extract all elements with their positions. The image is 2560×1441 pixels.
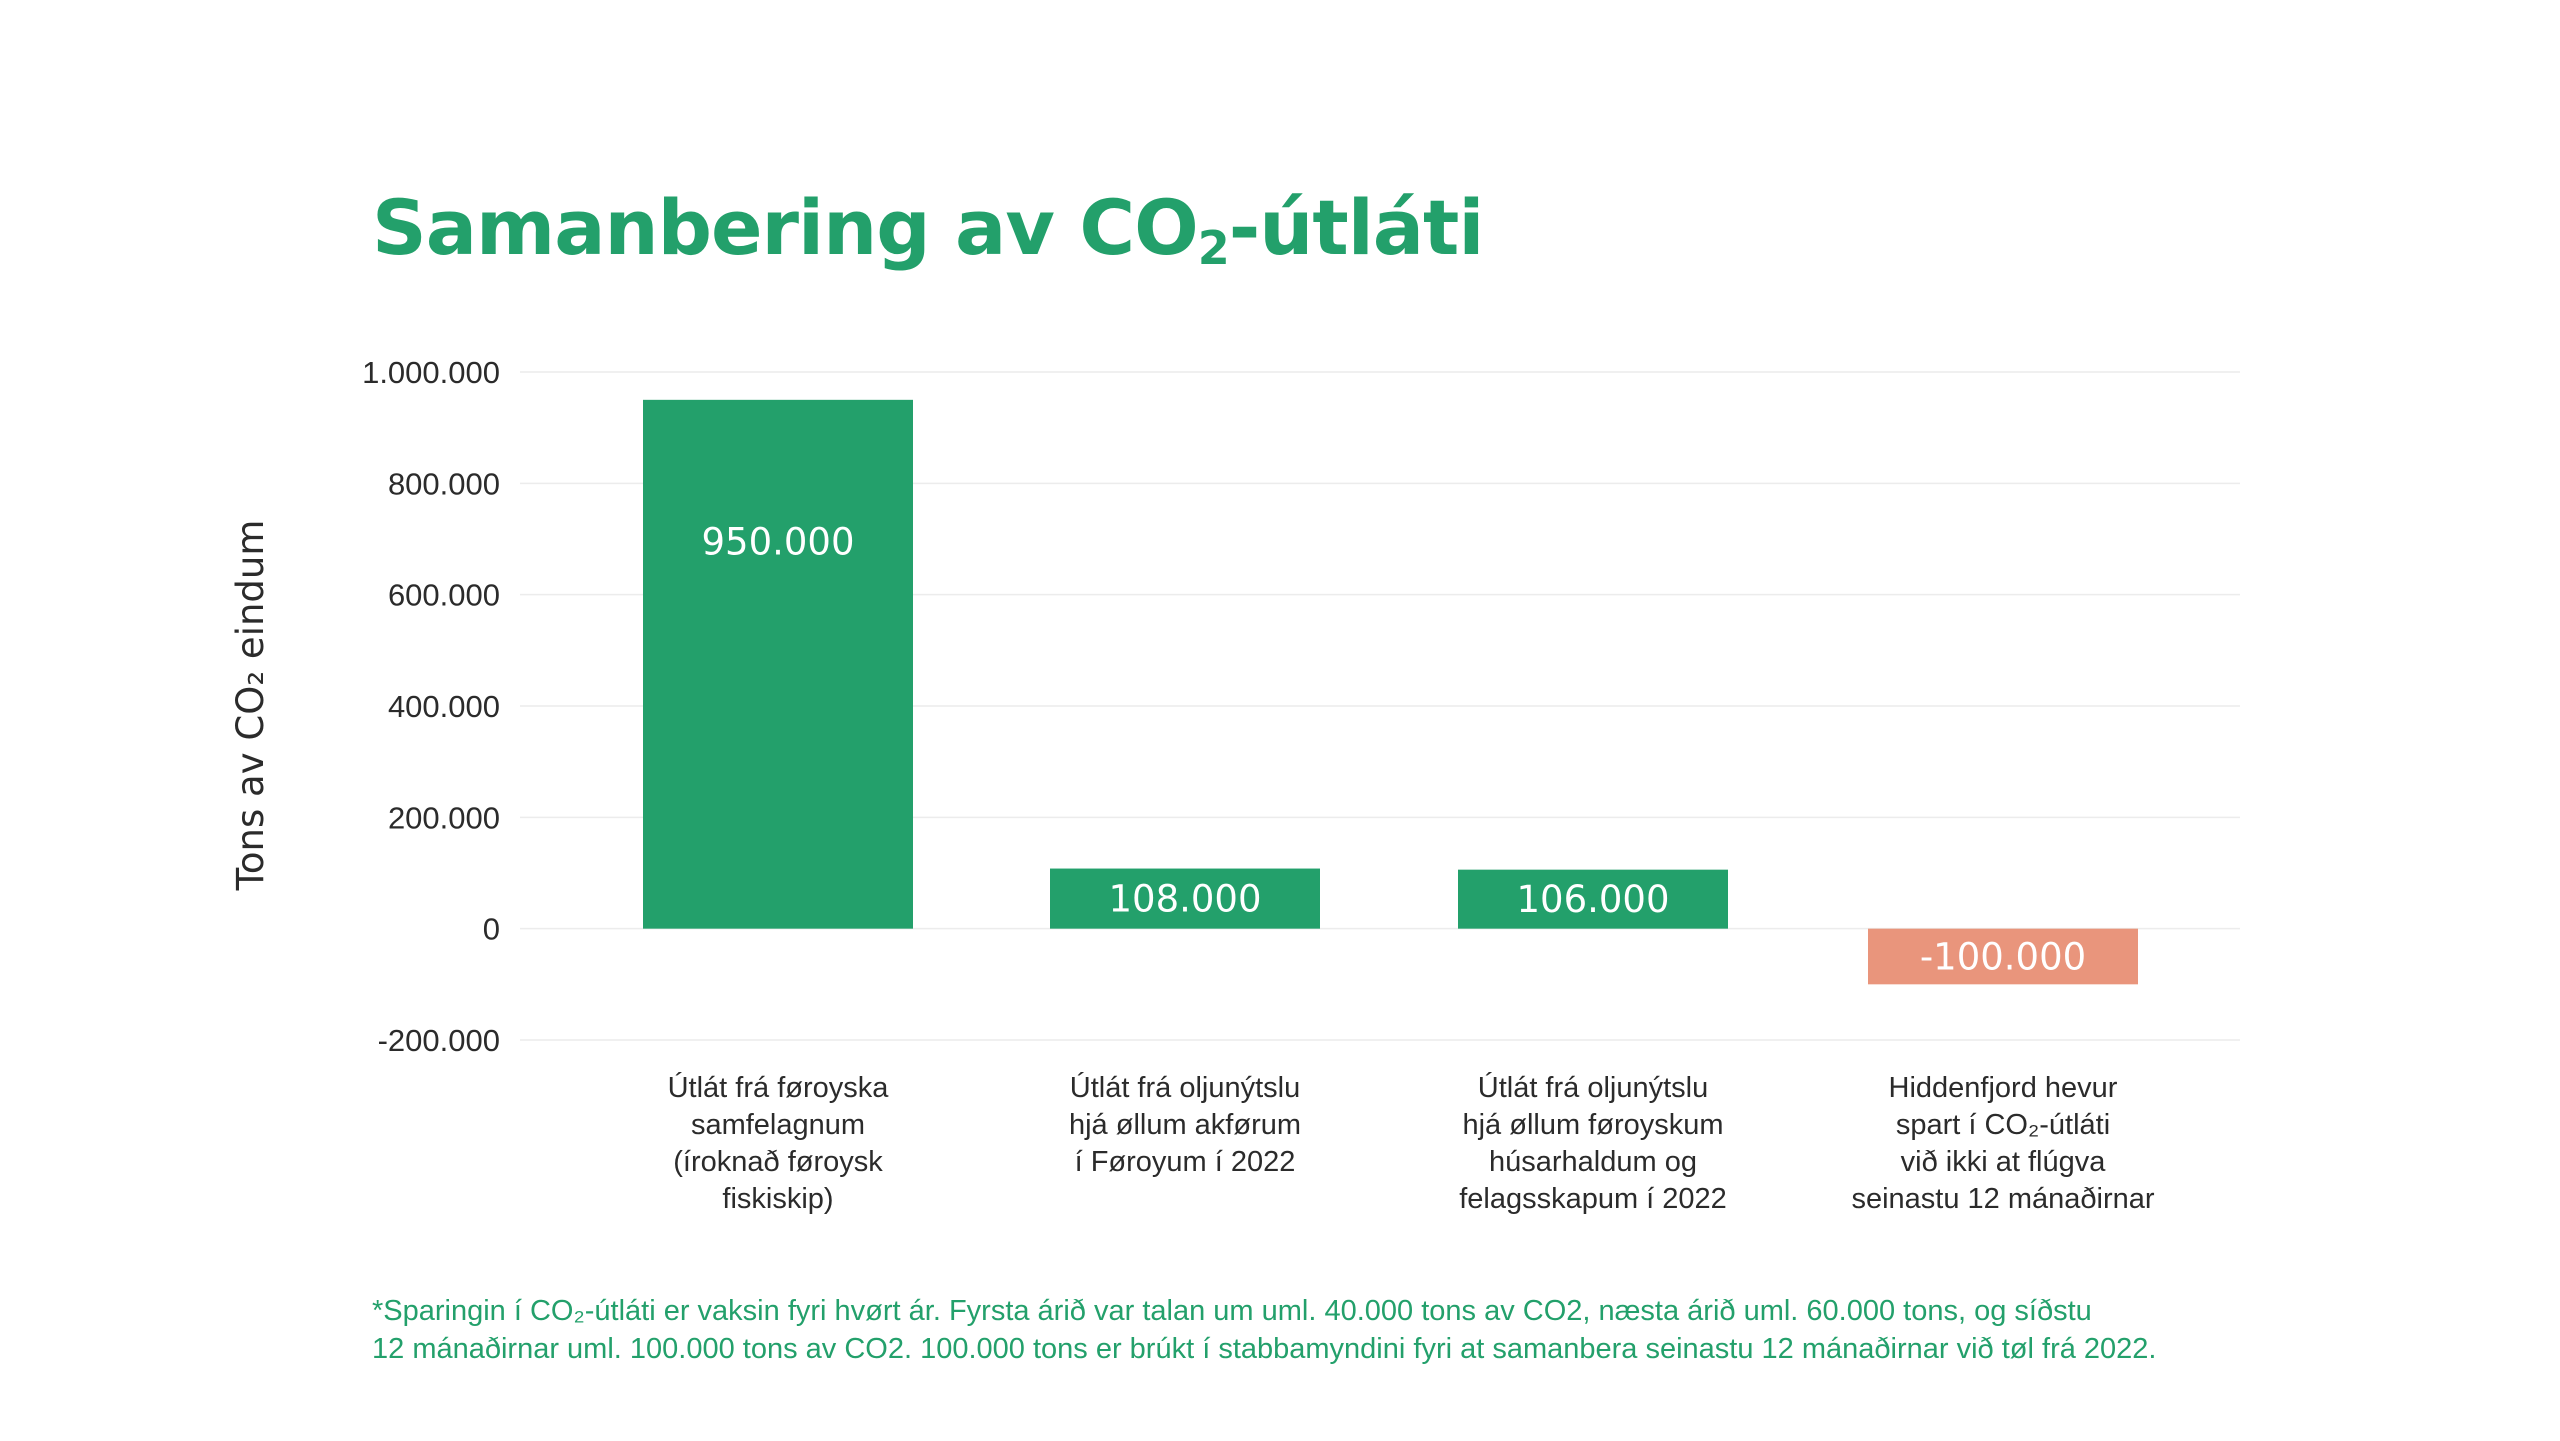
bar-value-label: 108.000 <box>1108 878 1261 921</box>
y-tick-label: 800.000 <box>388 466 500 501</box>
x-category-label-line: (íroknað føroysk <box>673 1146 883 1178</box>
footnote: *Sparingin í CO₂-útláti er vaksin fyri h… <box>372 1292 2156 1368</box>
chart-title-suffix: -útláti <box>1228 183 1485 272</box>
bar-value-label: 106.000 <box>1516 878 1669 921</box>
x-category-label: Hiddenfjord hevur spart í CO₂-útláti við i… <box>1851 1072 2154 1215</box>
bar <box>1458 869 1728 929</box>
y-tick-label: 400.000 <box>388 689 500 724</box>
y-tick-label: -200.000 <box>378 1023 500 1058</box>
x-category-label-line: hjá øllum akførum <box>1069 1109 1301 1141</box>
y-tick-label: 600.000 <box>388 578 500 613</box>
chart-title: Samanbering av CO2-útláti <box>372 190 1484 272</box>
bar-value-label: 950.000 <box>701 521 854 564</box>
x-category-label: Útlát frá oljunýtslu hjá øllum føroyskum h… <box>1459 1071 1727 1215</box>
x-category-label-line: hjá øllum føroyskum <box>1462 1109 1723 1141</box>
y-tick-label: 0 <box>483 912 500 947</box>
chart-title-main: Samanbering av CO <box>372 183 1199 272</box>
x-category-label-line: samfelagnum <box>691 1109 865 1141</box>
bar-value-label: -100.000 <box>1920 936 2086 979</box>
x-category-label-line: húsarhaldum og <box>1489 1146 1697 1178</box>
x-category-label-line: seinastu 12 mánaðirnar <box>1851 1183 2154 1215</box>
chart-title-subscript: 2 <box>1197 221 1230 275</box>
y-axis-label: Tons av CO₂ eindum <box>229 520 272 892</box>
bar <box>643 399 913 929</box>
x-category-label-line: Hiddenfjord hevur <box>1889 1072 2118 1104</box>
footnote-line-2: 12 mánaðirnar uml. 100.000 tons av CO2. … <box>372 1333 2157 1365</box>
x-category-label-line: Útlát frá føroyska <box>668 1071 890 1104</box>
x-category-label: Útlát frá oljunýtslu hjá øllum akførum í F… <box>1069 1071 1301 1178</box>
x-category-label-line: Útlát frá oljunýtslu <box>1478 1071 1709 1104</box>
x-category-label-line: felagsskapum í 2022 <box>1459 1183 1727 1215</box>
y-tick-label: 200.000 <box>388 800 500 835</box>
bar <box>1050 868 1320 929</box>
x-category-label-line: í Føroyum í 2022 <box>1075 1146 1296 1178</box>
y-tick-label: 1.000.000 <box>362 355 500 390</box>
x-category-label: Útlát frá føroyska samfelagnum (íroknað fø… <box>668 1071 890 1215</box>
x-category-label-line: spart í CO₂-útláti <box>1896 1109 2110 1141</box>
x-category-label-line: við ikki at flúgva <box>1901 1146 2107 1178</box>
x-category-label-line: Útlát frá oljunýtslu <box>1070 1071 1301 1104</box>
footnote-line-1: *Sparingin í CO₂-útláti er vaksin fyri h… <box>372 1295 2092 1327</box>
x-category-label-line: fiskiskip) <box>722 1183 833 1215</box>
bar <box>1868 928 2138 985</box>
